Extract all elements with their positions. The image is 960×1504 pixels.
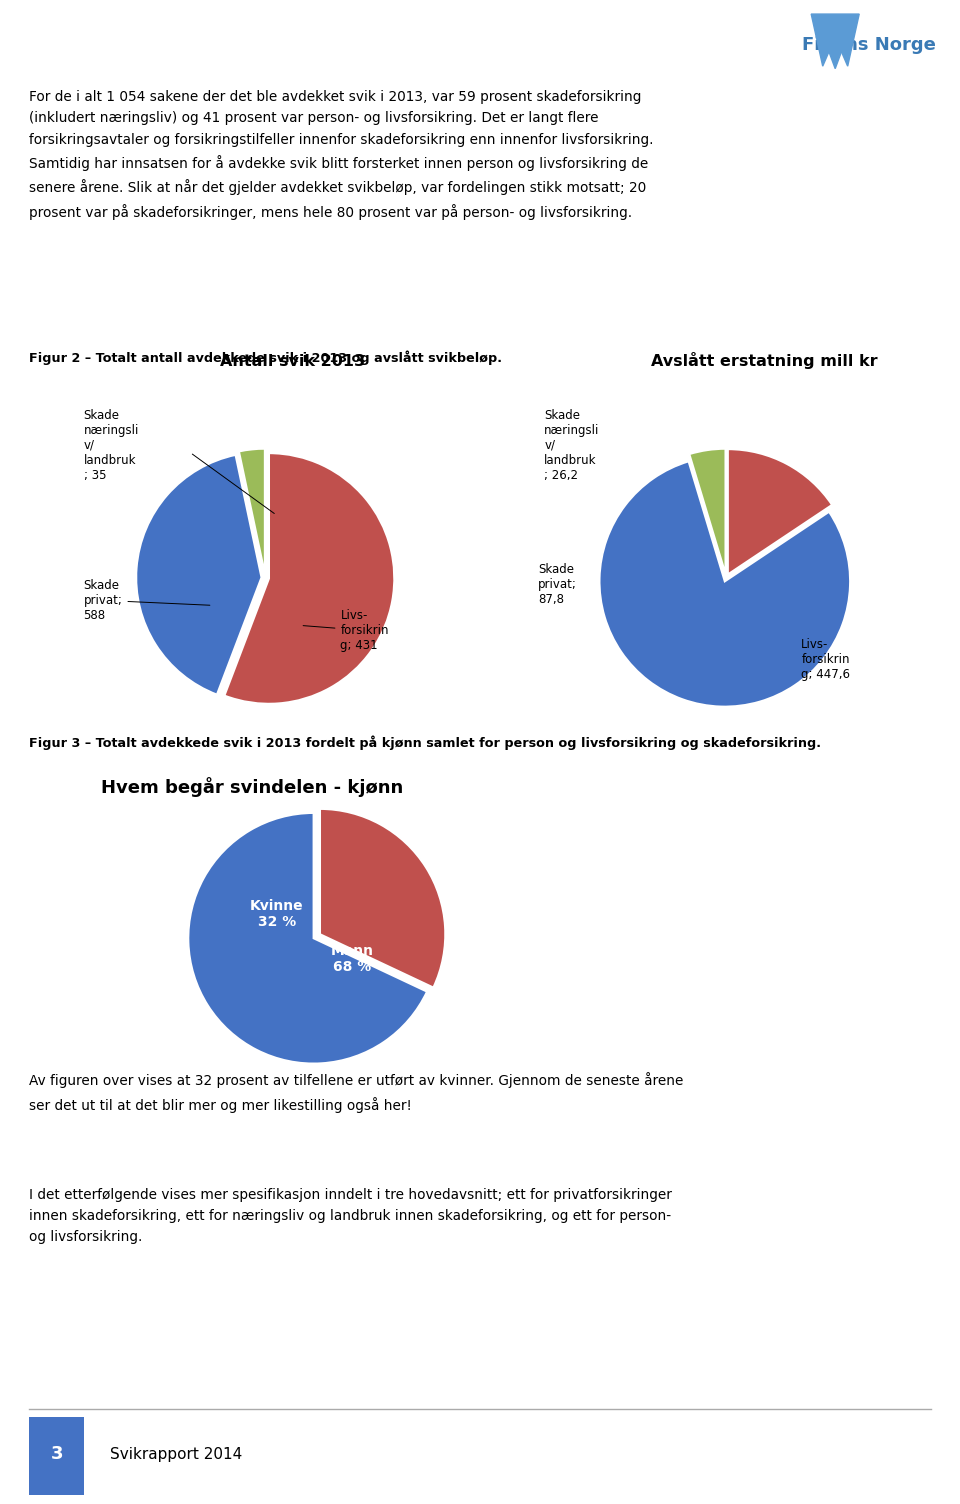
Text: I det etterfølgende vises mer spesifikasjon inndelt i tre hovedavsnitt; ett for : I det etterfølgende vises mer spesifikas… bbox=[29, 1188, 672, 1244]
Polygon shape bbox=[816, 17, 854, 69]
Text: Figur 2 – Totalt antall avdekkede svik i 2013 og avslått svikbeløp.: Figur 2 – Totalt antall avdekkede svik i… bbox=[29, 350, 502, 365]
Wedge shape bbox=[728, 450, 832, 575]
Wedge shape bbox=[188, 814, 427, 1063]
Title: Avslått erstatning mill kr: Avslått erstatning mill kr bbox=[651, 352, 877, 368]
Polygon shape bbox=[811, 14, 859, 66]
Text: Skade
næringsli
v/
landbruk
; 35: Skade næringsli v/ landbruk ; 35 bbox=[84, 409, 139, 481]
Text: Finans Norge: Finans Norge bbox=[803, 36, 936, 54]
Text: For de i alt 1 054 sakene der det ble avdekket svik i 2013, var 59 prosent skade: For de i alt 1 054 sakene der det ble av… bbox=[29, 90, 654, 220]
Wedge shape bbox=[599, 462, 851, 707]
Text: Figur 3 – Totalt avdekkede svik i 2013 fordelt på kjønn samlet for person og liv: Figur 3 – Totalt avdekkede svik i 2013 f… bbox=[29, 735, 821, 750]
Text: Svikrapport 2014: Svikrapport 2014 bbox=[110, 1447, 243, 1462]
Wedge shape bbox=[239, 448, 265, 575]
FancyBboxPatch shape bbox=[29, 1417, 84, 1495]
Wedge shape bbox=[320, 809, 445, 988]
Text: Hvem begår svindelen - kjønn: Hvem begår svindelen - kjønn bbox=[101, 776, 403, 797]
Text: Livs-
forsikrin
g; 431: Livs- forsikrin g; 431 bbox=[303, 609, 389, 651]
Text: Kvinne
32 %: Kvinne 32 % bbox=[250, 898, 303, 929]
Wedge shape bbox=[689, 448, 726, 575]
Text: 3: 3 bbox=[50, 1445, 63, 1463]
Text: Skade
privat;
588: Skade privat; 588 bbox=[84, 579, 210, 621]
Text: Livs-
forsikrin
g; 447,6: Livs- forsikrin g; 447,6 bbox=[802, 638, 851, 681]
Text: Av figuren over vises at 32 prosent av tilfellene er utført av kvinner. Gjennom : Av figuren over vises at 32 prosent av t… bbox=[29, 1072, 684, 1113]
Wedge shape bbox=[225, 453, 395, 704]
Title: Antall svik 2013: Antall svik 2013 bbox=[220, 353, 365, 368]
Text: Mann
68 %: Mann 68 % bbox=[330, 943, 373, 975]
Text: Skade
næringsli
v/
landbruk
; 26,2: Skade næringsli v/ landbruk ; 26,2 bbox=[544, 409, 600, 481]
Wedge shape bbox=[136, 454, 261, 695]
Text: Skade
privat;
87,8: Skade privat; 87,8 bbox=[538, 562, 577, 606]
